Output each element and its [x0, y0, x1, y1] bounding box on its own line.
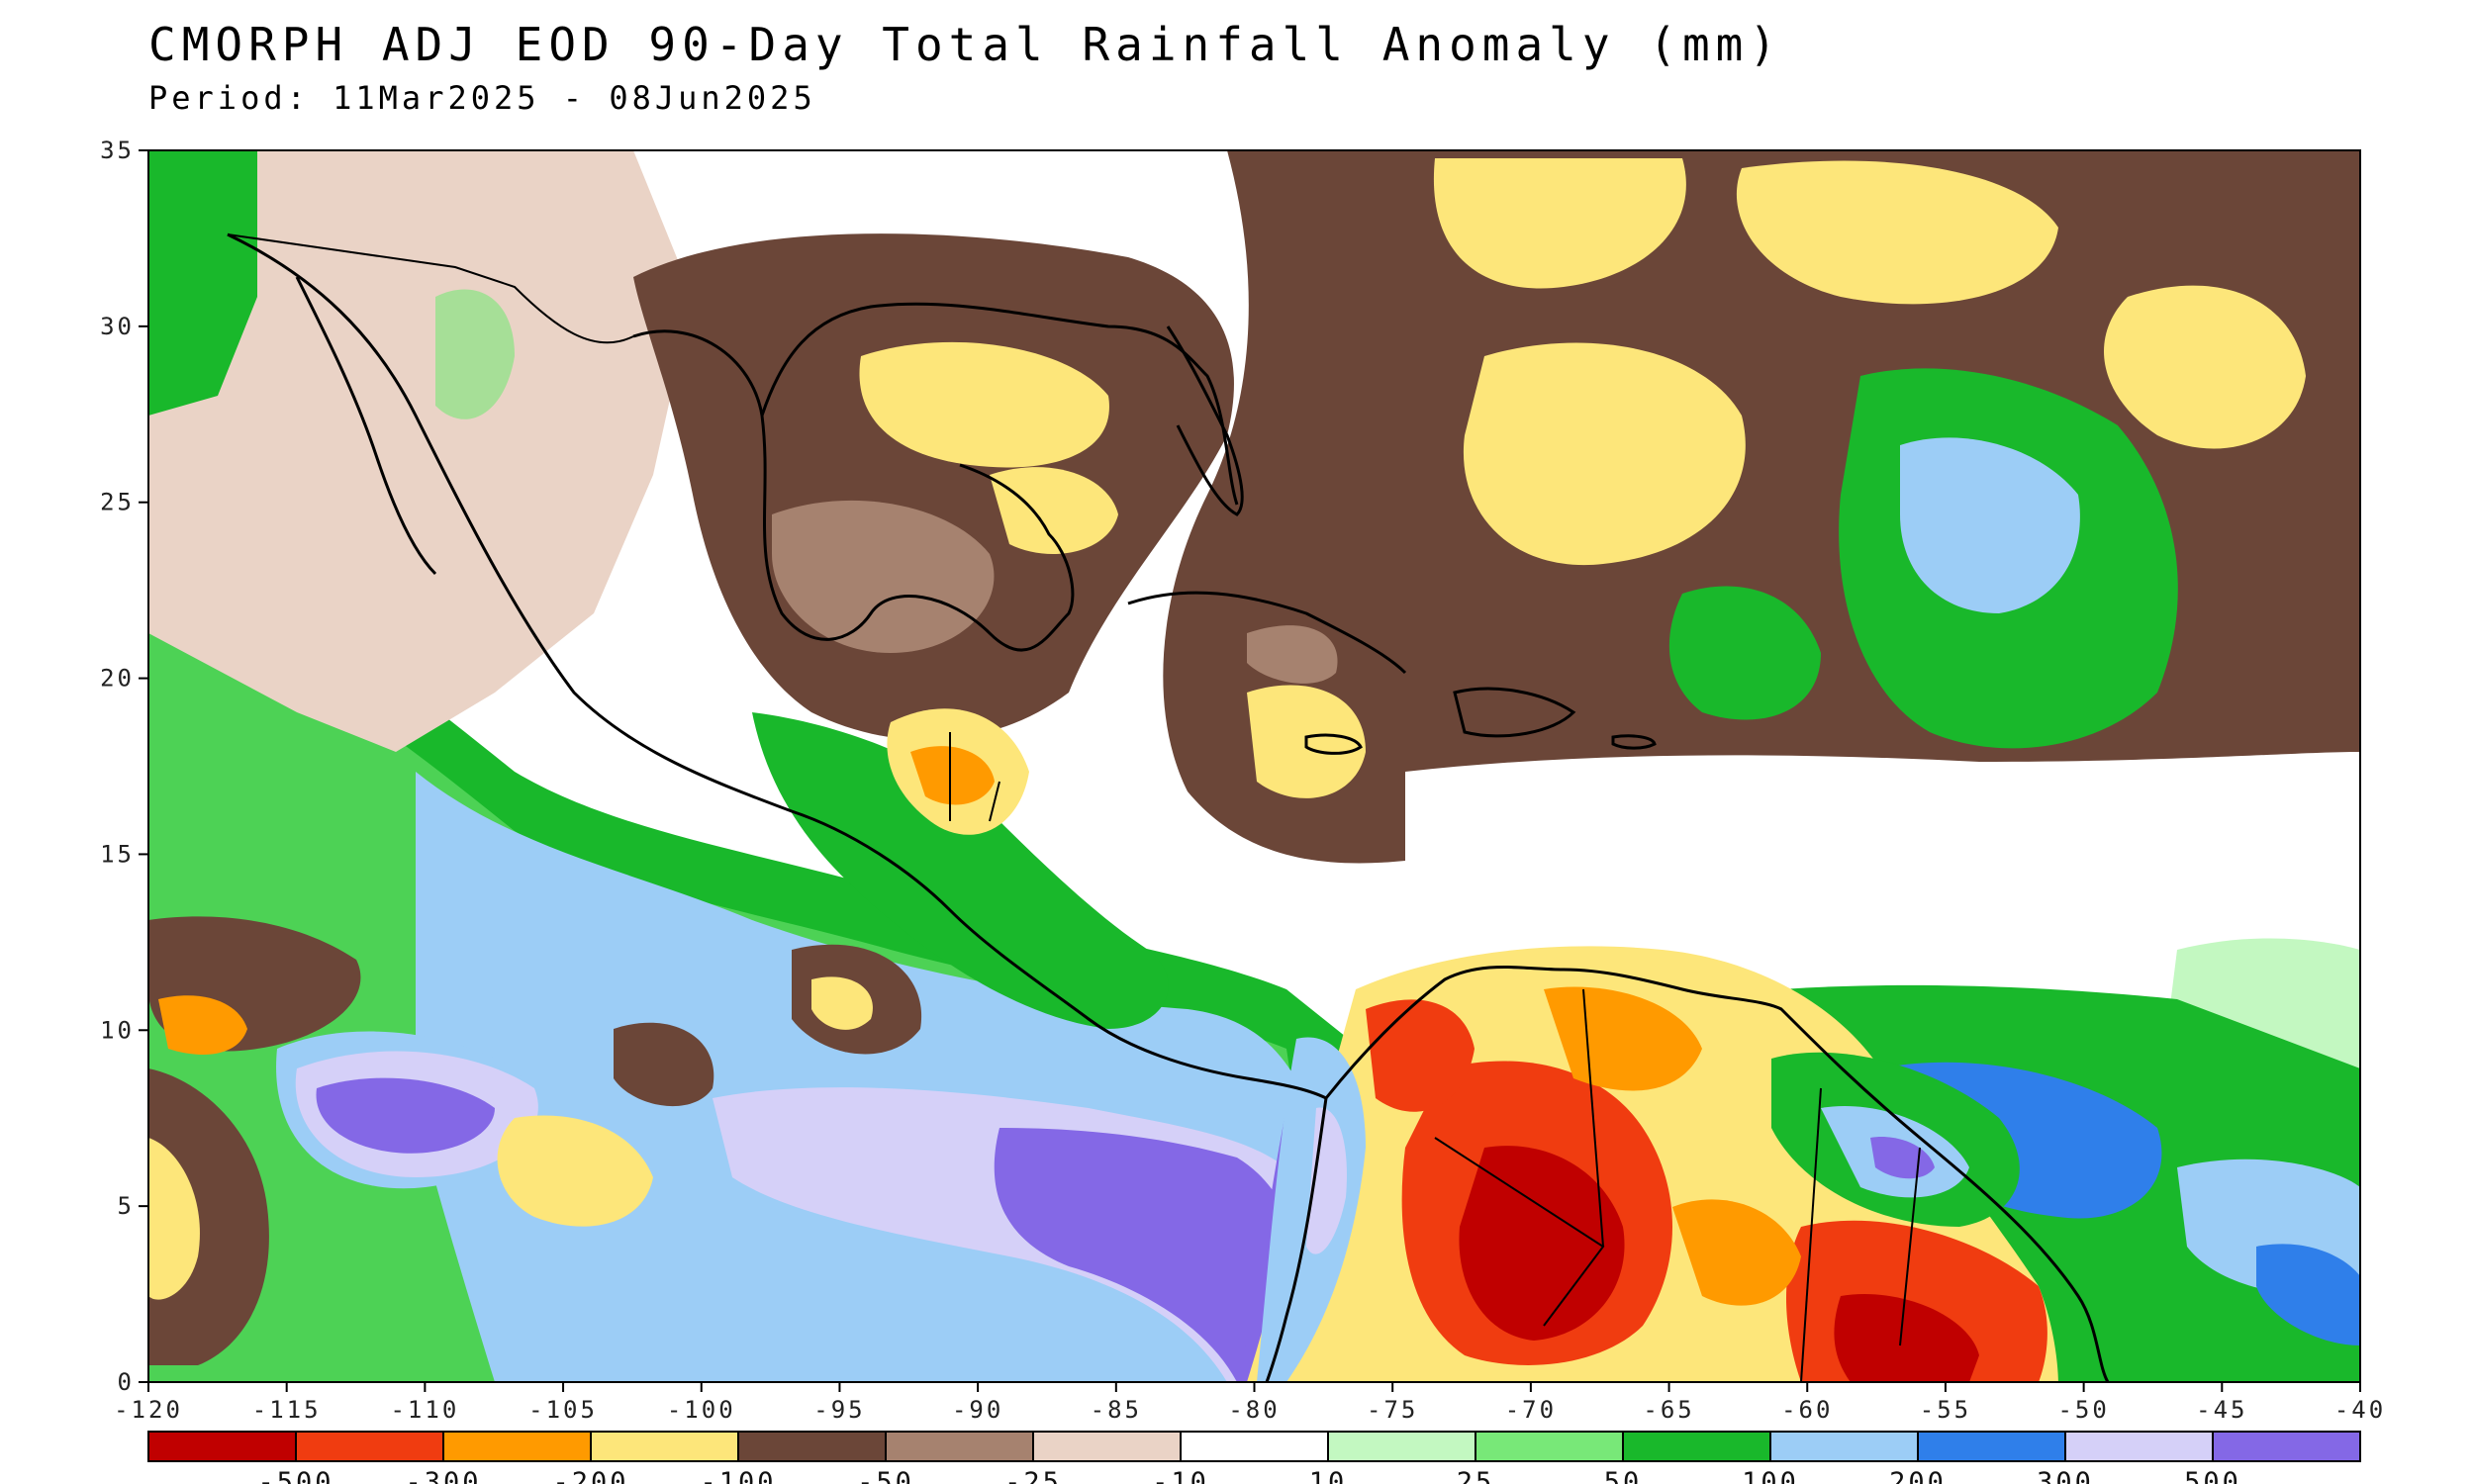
colorbar-label: 50	[1604, 1467, 1643, 1484]
colorbar-swatch	[2064, 1431, 2214, 1462]
colorbar-label: 500	[2184, 1467, 2241, 1484]
lon-tick-label: -80	[1228, 1396, 1280, 1424]
colorbar-label: 200	[1889, 1467, 1947, 1484]
lon-tick-label: -60	[1781, 1396, 1833, 1424]
lat-tick-label: 30	[100, 313, 135, 340]
colorbar-swatch	[1475, 1431, 1624, 1462]
lon-tick-label: -85	[1091, 1396, 1142, 1424]
colorbar-swatch	[2212, 1431, 2361, 1462]
colorbar-swatch	[1180, 1431, 1329, 1462]
lat-tick-label: 35	[100, 137, 135, 164]
anomaly-field	[148, 150, 2360, 1382]
lon-tick-label: -75	[1367, 1396, 1418, 1424]
colorbar-swatch	[1917, 1431, 2066, 1462]
colorbar-label: 300	[2037, 1467, 2094, 1484]
colorbar-label: -50	[857, 1467, 914, 1484]
colorbar-swatch	[590, 1431, 739, 1462]
longitude-axis: -120 -115 -110 -105 -100 -95 -90 -85 -80 -75 -70 -6…	[114, 1382, 2386, 1424]
lon-tick-label: -95	[813, 1396, 865, 1424]
map-title: CMORPH ADJ EOD 90-Day Total Rainfall Ano…	[148, 18, 1783, 71]
borders	[227, 233, 1921, 1382]
colorbar-label: -10	[1152, 1467, 1209, 1484]
coastlines	[227, 232, 2110, 1382]
lon-tick-label: -105	[528, 1396, 598, 1424]
colorbar-label: 10	[1309, 1467, 1348, 1484]
colorbar-swatch	[147, 1431, 297, 1462]
lon-tick-label: -50	[2057, 1396, 2109, 1424]
colorbar	[147, 1431, 2361, 1462]
colorbar-swatch	[1769, 1431, 1919, 1462]
lat-tick-label: 25	[100, 489, 135, 516]
colorbar-label: -200	[552, 1467, 628, 1484]
colorbar-label: -300	[405, 1467, 481, 1484]
latitude-axis: 0 5 10 15 20 25 30 35	[100, 137, 148, 1396]
lon-tick-label: -120	[114, 1396, 183, 1424]
colorbar-swatch	[295, 1431, 444, 1462]
colorbar-swatch	[1327, 1431, 1476, 1462]
colorbar-swatch	[442, 1431, 592, 1462]
colorbar-label: -500	[257, 1467, 333, 1484]
lon-tick-label: -45	[2196, 1396, 2247, 1424]
colorbar-labels: -500 -300 -200 -100 -50 -25 -10 10 25 50 100 200 300…	[257, 1467, 2241, 1484]
lat-tick-label: 5	[118, 1192, 135, 1220]
colorbar-label: 100	[1742, 1467, 1799, 1484]
colorbar-swatch	[1622, 1431, 1771, 1462]
lat-tick-label: 15	[100, 840, 135, 868]
lat-tick-label: 20	[100, 665, 135, 693]
colorbar-swatch	[737, 1431, 887, 1462]
lon-tick-label: -100	[667, 1396, 736, 1424]
lon-tick-label: -40	[2334, 1396, 2386, 1424]
lon-tick-label: -110	[390, 1396, 459, 1424]
lon-tick-label: -65	[1643, 1396, 1694, 1424]
lon-tick-label: -70	[1505, 1396, 1557, 1424]
colorbar-swatch	[1032, 1431, 1182, 1462]
colorbar-swatch	[885, 1431, 1034, 1462]
colorbar-label: -100	[700, 1467, 776, 1484]
lat-tick-label: 10	[100, 1016, 135, 1044]
lon-tick-label: -90	[952, 1396, 1003, 1424]
lon-tick-label: -55	[1920, 1396, 1971, 1424]
lon-tick-label: -115	[252, 1396, 322, 1424]
colorbar-label: -25	[1004, 1467, 1062, 1484]
lat-tick-label: 0	[118, 1368, 135, 1396]
period-subtitle: Period: 11Mar2025 - 08Jun2025	[148, 79, 816, 117]
colorbar-label: 25	[1457, 1467, 1495, 1484]
